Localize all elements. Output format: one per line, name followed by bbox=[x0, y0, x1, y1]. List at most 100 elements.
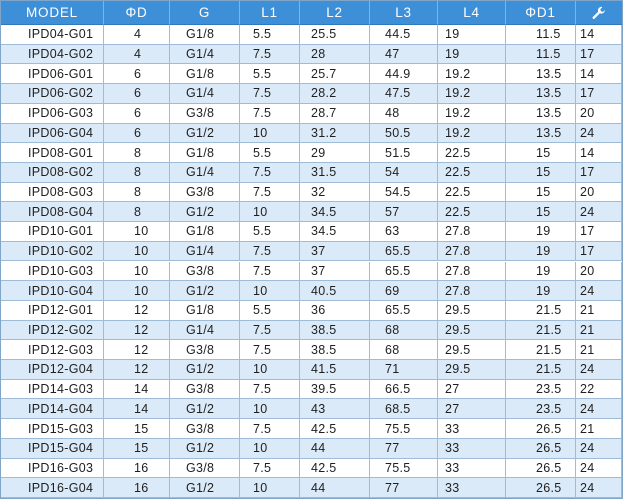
table-cell: 7.5 bbox=[240, 261, 300, 282]
table-cell: 22.5 bbox=[438, 162, 506, 183]
table-cell: 15 bbox=[506, 143, 576, 163]
table-cell: 5.5 bbox=[240, 64, 300, 85]
table-cell: 7.5 bbox=[240, 84, 300, 104]
table-cell: 24 bbox=[576, 123, 622, 144]
table-cell: G1/2 bbox=[170, 399, 240, 420]
table-cell: 31.2 bbox=[300, 123, 370, 144]
table-cell: 19.2 bbox=[438, 84, 506, 104]
table-cell: 10 bbox=[104, 241, 170, 262]
table-cell: 7.5 bbox=[240, 162, 300, 183]
table-cell: 13.5 bbox=[506, 103, 576, 124]
table-cell: 29.5 bbox=[438, 300, 506, 321]
table-cell: 38.5 bbox=[300, 340, 370, 361]
table-cell: 23.5 bbox=[506, 399, 576, 420]
table-cell: 15 bbox=[104, 419, 170, 439]
table-cell: G3/8 bbox=[170, 261, 240, 282]
table-cell: 26.5 bbox=[506, 458, 576, 479]
table-cell: 71 bbox=[370, 360, 438, 380]
table-cell: G1/4 bbox=[170, 162, 240, 183]
table-cell: IPD04-G02 bbox=[1, 44, 104, 65]
table-cell: 7.5 bbox=[240, 458, 300, 479]
table-cell: 39.5 bbox=[300, 379, 370, 400]
table-cell: 43 bbox=[300, 399, 370, 420]
table-cell: IPD06-G01 bbox=[1, 64, 104, 85]
table-cell: G1/8 bbox=[170, 143, 240, 163]
table-cell: 12 bbox=[104, 340, 170, 361]
table-cell: G1/4 bbox=[170, 320, 240, 341]
table-cell: G1/2 bbox=[170, 202, 240, 223]
table-cell: 19.2 bbox=[438, 64, 506, 85]
table-cell: 15 bbox=[104, 438, 170, 459]
table-cell: 14 bbox=[576, 64, 622, 85]
table-cell: IPD06-G02 bbox=[1, 84, 104, 104]
wrench-icon bbox=[592, 6, 605, 19]
table-cell: 10 bbox=[240, 202, 300, 223]
table-cell: 28.2 bbox=[300, 84, 370, 104]
table-cell: 25.7 bbox=[300, 64, 370, 85]
table-cell: 65.5 bbox=[370, 300, 438, 321]
table-cell: 7.5 bbox=[240, 44, 300, 65]
table-cell: 27.8 bbox=[438, 241, 506, 262]
table-cell: 66.5 bbox=[370, 379, 438, 400]
table-cell: IPD08-G03 bbox=[1, 182, 104, 203]
table-cell: 51.5 bbox=[370, 143, 438, 163]
table-cell: 15 bbox=[506, 162, 576, 183]
table-cell: 19 bbox=[506, 222, 576, 242]
table-cell: IPD08-G01 bbox=[1, 143, 104, 163]
table-cell: 25.5 bbox=[300, 25, 370, 45]
table-cell: IPD15-G03 bbox=[1, 419, 104, 439]
table-cell: 19 bbox=[438, 25, 506, 45]
table-cell: 7.5 bbox=[240, 419, 300, 439]
column-header: L4 bbox=[438, 1, 506, 25]
table-cell: 44 bbox=[300, 478, 370, 498]
table-cell: 8 bbox=[104, 202, 170, 223]
table-cell: 50.5 bbox=[370, 123, 438, 144]
table-cell: 14 bbox=[104, 399, 170, 420]
table-cell: 29.5 bbox=[438, 340, 506, 361]
table-cell: 13.5 bbox=[506, 84, 576, 104]
table-cell: G3/8 bbox=[170, 103, 240, 124]
table-cell: 14 bbox=[576, 143, 622, 163]
table-cell: 44 bbox=[300, 438, 370, 459]
table-cell: IPD15-G04 bbox=[1, 438, 104, 459]
table-cell: G1/4 bbox=[170, 44, 240, 65]
column-header: L1 bbox=[240, 1, 300, 25]
table-cell: G3/8 bbox=[170, 458, 240, 479]
table-cell: 24 bbox=[576, 458, 622, 479]
table-cell: 29 bbox=[300, 143, 370, 163]
table-cell: 65.5 bbox=[370, 261, 438, 282]
table-cell: IPD12-G03 bbox=[1, 340, 104, 361]
table-cell: 26.5 bbox=[506, 438, 576, 459]
table-cell: 19 bbox=[506, 241, 576, 262]
table-cell: G1/2 bbox=[170, 478, 240, 498]
table-cell: 42.5 bbox=[300, 458, 370, 479]
column-header: G bbox=[170, 1, 240, 25]
table-cell: IPD10-G02 bbox=[1, 241, 104, 262]
table-cell: G1/4 bbox=[170, 84, 240, 104]
table-cell: IPD16-G03 bbox=[1, 458, 104, 479]
table-cell: 44.9 bbox=[370, 64, 438, 85]
table-cell: G1/8 bbox=[170, 25, 240, 45]
table-cell: 8 bbox=[104, 143, 170, 163]
table-cell: 6 bbox=[104, 123, 170, 144]
table-cell: 24 bbox=[576, 202, 622, 223]
table-cell: 75.5 bbox=[370, 419, 438, 439]
table-cell: 65.5 bbox=[370, 241, 438, 262]
table-cell: 26.5 bbox=[506, 478, 576, 498]
table-cell: G3/8 bbox=[170, 182, 240, 203]
table-cell: 29.5 bbox=[438, 320, 506, 341]
table-cell: G1/2 bbox=[170, 281, 240, 301]
table-cell: IPD08-G04 bbox=[1, 202, 104, 223]
table-cell: G1/8 bbox=[170, 64, 240, 85]
table-cell: 20 bbox=[576, 182, 622, 203]
table-cell: 5.5 bbox=[240, 25, 300, 45]
table-cell: 29.5 bbox=[438, 360, 506, 380]
table-cell: 77 bbox=[370, 478, 438, 498]
table-cell: 4 bbox=[104, 25, 170, 45]
table-cell: IPD12-G01 bbox=[1, 300, 104, 321]
table-cell: 17 bbox=[576, 222, 622, 242]
table-cell: 34.5 bbox=[300, 202, 370, 223]
table-cell: 40.5 bbox=[300, 281, 370, 301]
table-cell: IPD10-G03 bbox=[1, 261, 104, 282]
column-header: ΦD bbox=[104, 1, 170, 25]
